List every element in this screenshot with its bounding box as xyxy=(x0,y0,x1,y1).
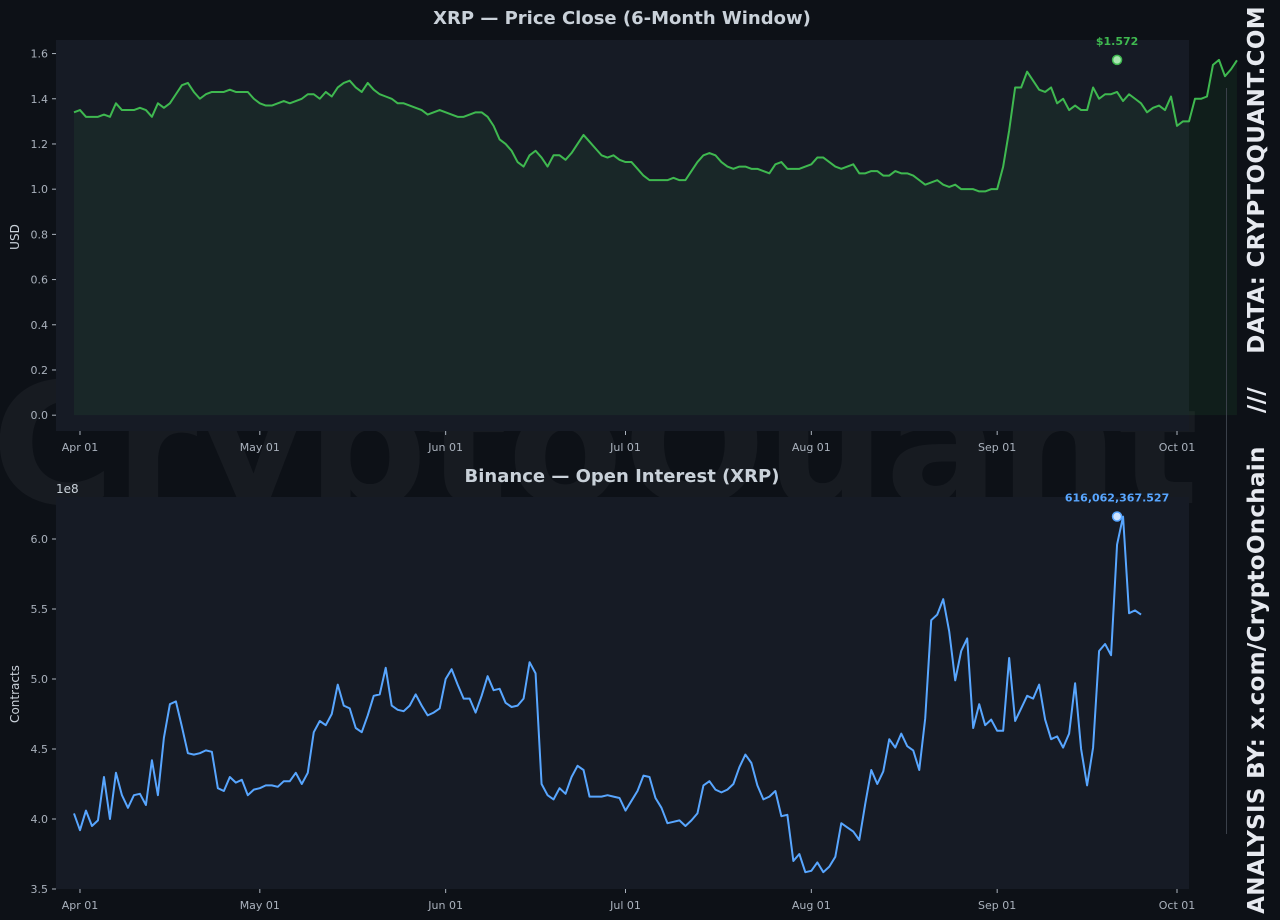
price-chart-title: XRP — Price Close (6-Month Window) xyxy=(433,8,811,29)
y-tick-label: 5.5 xyxy=(31,603,49,616)
oi-y-axis-label: Contracts xyxy=(8,665,22,723)
x-tick-label: Oct 01 xyxy=(1159,899,1196,912)
y-tick-label: 1.2 xyxy=(31,138,49,151)
price-plot-area xyxy=(56,40,1189,431)
x-tick-label: May 01 xyxy=(240,441,280,454)
x-tick-label: May 01 xyxy=(240,899,280,912)
x-tick-label: Jun 01 xyxy=(427,899,463,912)
x-tick-label: Oct 01 xyxy=(1159,441,1196,454)
y-tick-label: 5.0 xyxy=(31,673,49,686)
x-tick-label: Sep 01 xyxy=(978,441,1016,454)
y-tick-label: 4.0 xyxy=(31,813,49,826)
oi-peak-marker xyxy=(1111,511,1123,522)
y-tick-label: 6.0 xyxy=(31,533,49,546)
credit-separator: /// xyxy=(1244,386,1270,414)
price-y-axis-label: USD xyxy=(8,224,22,250)
x-tick-label: Aug 01 xyxy=(792,899,831,912)
x-tick-label: Sep 01 xyxy=(978,899,1016,912)
analysis-credit: ANALYSIS BY: x.com/CryptoOnchain xyxy=(1244,446,1270,914)
x-tick-label: Aug 01 xyxy=(792,441,831,454)
price-x-ticks: Apr 01 May 01 Jun 01 Jul 01 Aug 01 Sep 01 Oct … xyxy=(62,431,1196,454)
price-peak-label: $1.572 xyxy=(1096,35,1138,48)
oi-chart-title: Binance — Open Interest (XRP) xyxy=(465,466,780,487)
open-interest-chart: Binance — Open Interest (XRP) 1e8 Contra… xyxy=(8,466,1195,912)
y-tick-label: 1.0 xyxy=(31,183,49,196)
y-tick-label: 4.5 xyxy=(31,743,49,756)
sidebar-divider xyxy=(1226,88,1227,834)
oi-peak-label: 616,062,367.527 xyxy=(1065,492,1169,505)
y-tick-label: 0.4 xyxy=(31,319,49,332)
y-tick-label: 1.4 xyxy=(31,93,49,106)
y-tick-label: 1.6 xyxy=(31,48,49,61)
sidebar-credits: ANALYSIS BY: x.com/CryptoOnchain /// DAT… xyxy=(1244,6,1270,914)
oi-series-line xyxy=(73,515,1142,874)
x-tick-label: Jul 01 xyxy=(609,441,641,454)
price-peak-marker xyxy=(1111,54,1123,66)
y-tick-label: 0.6 xyxy=(31,274,49,287)
x-tick-label: Jul 01 xyxy=(609,899,641,912)
data-credit: DATA: CRYPTOQUANT.COM xyxy=(1244,6,1270,354)
price-y-ticks: 0.0 0.2 0.4 0.6 0.8 1.0 1.2 1.4 1.6 xyxy=(31,48,56,422)
oi-x-ticks: Apr 01 May 01 Jun 01 Jul 01 Aug 01 Sep 01 Oct … xyxy=(62,889,1196,912)
x-tick-label: Apr 01 xyxy=(62,441,99,454)
price-chart: XRP — Price Close (6-Month Window) USD 0… xyxy=(8,8,1238,454)
price-area-fill xyxy=(73,59,1237,416)
y-tick-label: 0.2 xyxy=(31,364,49,377)
oi-y-ticks: 3.5 4.0 4.5 5.0 5.5 6.0 xyxy=(31,533,56,896)
x-tick-label: Apr 01 xyxy=(62,899,99,912)
oi-y-scale-label: 1e8 xyxy=(56,482,79,496)
y-tick-label: 0.8 xyxy=(31,228,49,241)
y-tick-label: 0.0 xyxy=(31,409,49,422)
price-series-line xyxy=(73,58,1238,193)
x-tick-label: Jun 01 xyxy=(427,441,463,454)
y-tick-label: 3.5 xyxy=(31,883,49,896)
oi-plot-area xyxy=(56,497,1189,889)
